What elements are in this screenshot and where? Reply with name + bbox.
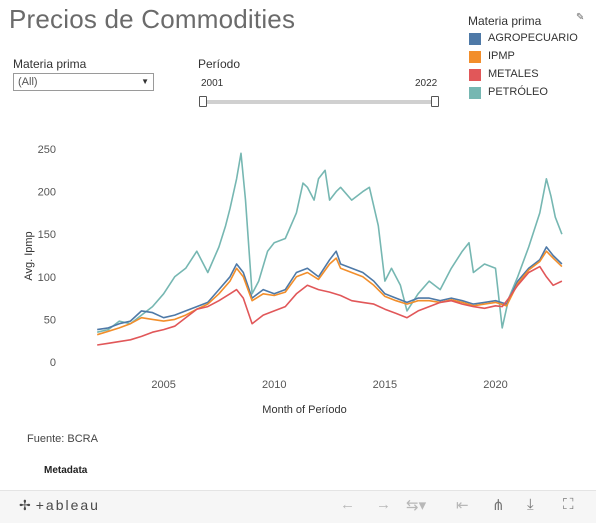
periodo-start-value: 2001	[201, 78, 224, 89]
legend-label: PETRÓLEO	[488, 86, 548, 98]
periodo-slider-start-handle[interactable]	[199, 96, 207, 107]
materia-prima-selected-value: (All)	[18, 76, 38, 88]
source-note: Fuente: BCRA	[27, 433, 98, 445]
legend-title: Materia prima	[468, 14, 542, 28]
materia-prima-dropdown[interactable]: (All) ▼	[13, 73, 154, 91]
y-tick-label: 200	[38, 187, 56, 199]
x-tick-label: 2020	[483, 379, 507, 391]
redo-icon[interactable]: →	[376, 496, 391, 513]
x-tick-label: 2005	[151, 379, 175, 391]
legend-label: IPMP	[488, 50, 515, 62]
x-tick-label: 2015	[373, 379, 397, 391]
line-chart: 0 50 100 150 200 250 2005 2010 2015 2020 Month of …	[23, 144, 563, 416]
download-icon[interactable]: ⤓	[527, 496, 534, 513]
legend-swatch	[469, 69, 481, 81]
y-axis-title: Avg. Ipmp	[23, 231, 35, 280]
tableau-toolbar: ✢ +ableau ← → ⇆▾ ⇤ ⋔ ⤓ ⛶	[0, 490, 596, 523]
chevron-down-icon: ▼	[141, 77, 149, 86]
legend-label: AGROPECUARIO	[488, 32, 578, 44]
periodo-filter-label: Período	[198, 57, 241, 71]
series-line-petróleo	[97, 152, 563, 333]
pencil-icon[interactable]: ✎	[576, 12, 585, 23]
legend-swatch	[469, 33, 481, 45]
y-tick-label: 250	[38, 144, 56, 156]
series-line-ipmp	[96, 250, 563, 336]
materia-prima-filter-label: Materia prima	[13, 57, 87, 71]
y-tick-label: 50	[44, 314, 56, 326]
y-tick-label: 150	[38, 229, 56, 241]
legend-swatch	[469, 51, 481, 63]
periodo-slider-track[interactable]	[203, 100, 434, 104]
periodo-slider-end-handle[interactable]	[431, 96, 439, 107]
plot-area: 0 50 100 150 200 250 2005 2010 2015 2020 Month of …	[23, 144, 563, 416]
periodo-end-value: 2022	[415, 78, 438, 89]
y-tick-label: 0	[50, 357, 56, 369]
share-icon[interactable]: ⋔	[492, 497, 505, 514]
dashboard-title: Precios de Commodities	[9, 4, 296, 34]
fullscreen-icon[interactable]: ⛶	[563, 496, 574, 513]
y-tick-label: 100	[38, 272, 56, 284]
legend-swatch	[469, 87, 481, 99]
tableau-logo-text: +ableau	[35, 497, 100, 513]
series-line-metales	[97, 265, 563, 346]
series-line-agropecuario	[97, 246, 563, 331]
tableau-logo-icon[interactable]: ✢ +ableau	[19, 497, 100, 513]
revert-icon[interactable]: ⇆▾	[406, 497, 427, 514]
x-tick-label: 2010	[262, 379, 286, 391]
metadata-link[interactable]: Metadata	[44, 465, 88, 476]
legend-label: METALES	[488, 68, 539, 80]
undo-icon[interactable]: ←	[340, 496, 355, 513]
pause-icon[interactable]: ⇤	[456, 497, 469, 514]
x-axis-title: Month of Período	[262, 404, 346, 416]
